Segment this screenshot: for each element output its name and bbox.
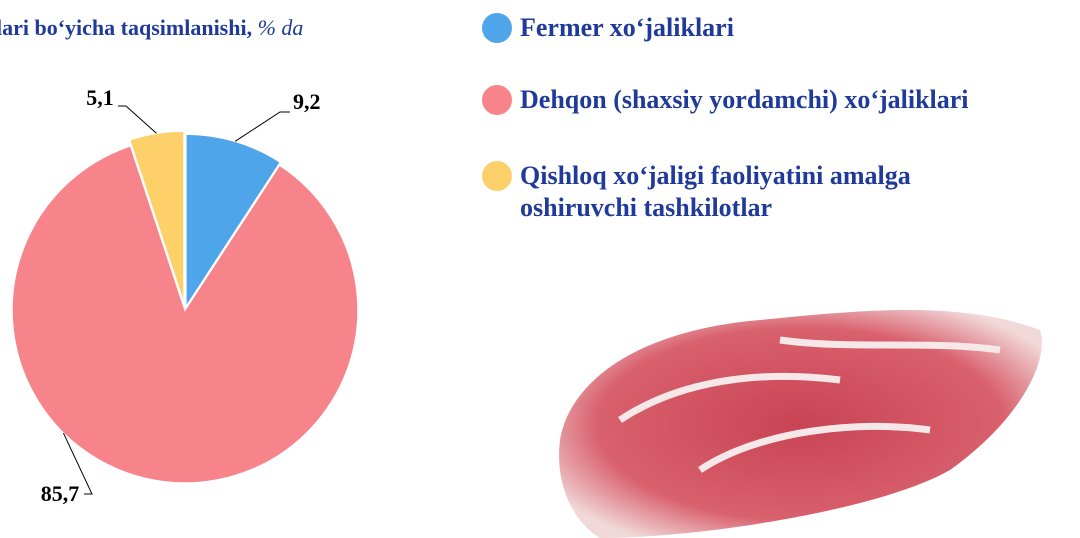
legend-item: Qishloq xo‘jaligi faoliyatini amalga osh… bbox=[482, 160, 1042, 224]
unit: % da bbox=[258, 15, 304, 40]
pie-slice bbox=[11, 144, 359, 484]
legend-label: Qishloq xo‘jaligi faoliyatini amalga osh… bbox=[520, 161, 911, 222]
legend-swatch bbox=[482, 13, 512, 43]
data-label: 5,1 bbox=[86, 85, 114, 110]
legend-item: Dehqon (shaxsiy yordamchi) xo‘jaliklari bbox=[482, 84, 1042, 116]
data-label: 9,2 bbox=[293, 89, 321, 114]
meat-image bbox=[559, 310, 1042, 538]
leader-line bbox=[234, 111, 290, 142]
legend-label: Dehqon (shaxsiy yordamchi) xo‘jaliklari bbox=[520, 85, 969, 114]
title-text: lari bo‘yicha taqsimlanishi, bbox=[0, 15, 252, 40]
legend-swatch bbox=[482, 85, 512, 115]
leader-line bbox=[118, 105, 157, 134]
data-label: 85,7 bbox=[41, 481, 80, 506]
legend-label: Fermer xo‘jaliklari bbox=[520, 13, 734, 42]
chart-title: lari bo‘yicha taqsimlanishi, % da bbox=[0, 15, 303, 40]
legend-item: Fermer xo‘jaliklari bbox=[482, 12, 1042, 44]
pie-slice bbox=[128, 130, 185, 305]
legend-swatch bbox=[482, 161, 512, 191]
leader-line bbox=[62, 432, 93, 495]
